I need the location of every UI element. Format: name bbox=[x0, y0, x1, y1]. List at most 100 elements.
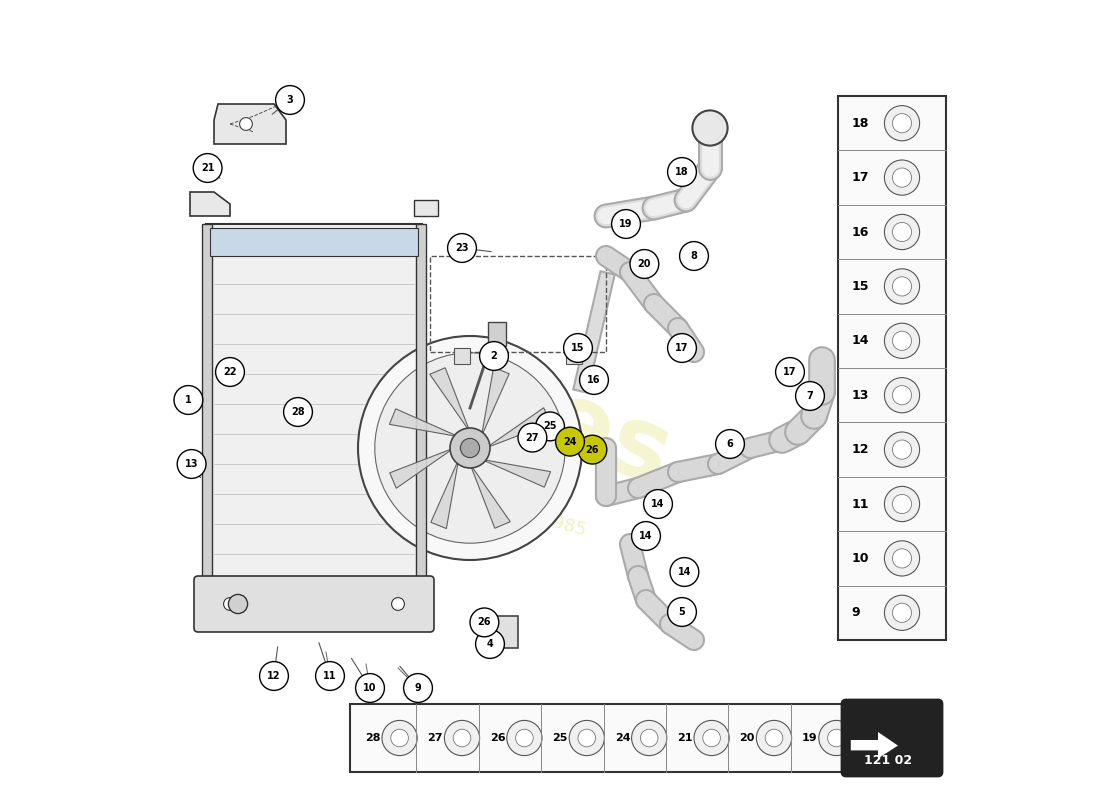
Circle shape bbox=[716, 430, 745, 458]
Circle shape bbox=[892, 494, 912, 514]
Text: 10: 10 bbox=[363, 683, 376, 693]
Text: 15: 15 bbox=[571, 343, 585, 353]
Circle shape bbox=[240, 118, 252, 130]
Text: 25: 25 bbox=[552, 733, 568, 743]
Circle shape bbox=[884, 214, 920, 250]
Circle shape bbox=[668, 598, 696, 626]
Bar bbox=[838, 96, 946, 640]
FancyBboxPatch shape bbox=[210, 228, 418, 256]
Text: 13: 13 bbox=[185, 459, 198, 469]
Circle shape bbox=[450, 428, 490, 468]
Circle shape bbox=[507, 720, 542, 755]
Polygon shape bbox=[214, 104, 286, 144]
Text: 22: 22 bbox=[223, 367, 236, 377]
Polygon shape bbox=[850, 732, 898, 758]
Text: a passion for parts since 1985: a passion for parts since 1985 bbox=[320, 452, 588, 540]
Circle shape bbox=[569, 720, 604, 755]
Text: 16: 16 bbox=[851, 226, 869, 238]
Bar bbox=[350, 704, 857, 772]
Circle shape bbox=[892, 277, 912, 296]
Polygon shape bbox=[190, 192, 230, 216]
Circle shape bbox=[390, 730, 408, 747]
Text: 11: 11 bbox=[851, 498, 869, 510]
Circle shape bbox=[630, 250, 659, 278]
Circle shape bbox=[884, 106, 920, 141]
Circle shape bbox=[694, 720, 729, 755]
FancyBboxPatch shape bbox=[417, 224, 426, 584]
Circle shape bbox=[392, 598, 405, 610]
Circle shape bbox=[884, 323, 920, 358]
Text: 19: 19 bbox=[802, 733, 817, 743]
Text: 14: 14 bbox=[851, 334, 869, 347]
Text: 25: 25 bbox=[543, 422, 557, 431]
Text: 11: 11 bbox=[323, 671, 337, 681]
Circle shape bbox=[316, 662, 344, 690]
Text: 2: 2 bbox=[491, 351, 497, 361]
Text: 1: 1 bbox=[185, 395, 191, 405]
Circle shape bbox=[827, 730, 845, 747]
Circle shape bbox=[884, 269, 920, 304]
Text: 14: 14 bbox=[678, 567, 691, 577]
Text: 26: 26 bbox=[490, 733, 506, 743]
Polygon shape bbox=[482, 367, 509, 437]
Circle shape bbox=[892, 168, 912, 187]
Text: 15: 15 bbox=[851, 280, 869, 293]
Circle shape bbox=[355, 674, 384, 702]
Circle shape bbox=[757, 720, 792, 755]
Text: 24: 24 bbox=[615, 733, 630, 743]
Text: 9: 9 bbox=[851, 606, 860, 619]
Text: 16: 16 bbox=[587, 375, 601, 385]
Text: 21: 21 bbox=[678, 733, 693, 743]
Circle shape bbox=[194, 154, 222, 182]
Text: 17: 17 bbox=[783, 367, 796, 377]
Circle shape bbox=[884, 378, 920, 413]
Circle shape bbox=[668, 158, 696, 186]
Text: 21: 21 bbox=[201, 163, 214, 173]
Circle shape bbox=[892, 440, 912, 459]
Circle shape bbox=[516, 730, 534, 747]
Circle shape bbox=[692, 110, 727, 146]
Polygon shape bbox=[414, 200, 438, 216]
Polygon shape bbox=[470, 464, 510, 528]
Text: 17: 17 bbox=[851, 171, 869, 184]
Polygon shape bbox=[431, 459, 459, 529]
Circle shape bbox=[260, 662, 288, 690]
Text: 10: 10 bbox=[851, 552, 869, 565]
Circle shape bbox=[884, 160, 920, 195]
Circle shape bbox=[892, 222, 912, 242]
Text: 26: 26 bbox=[477, 618, 491, 627]
Text: 13: 13 bbox=[851, 389, 869, 402]
Circle shape bbox=[470, 608, 498, 637]
Circle shape bbox=[892, 549, 912, 568]
Circle shape bbox=[563, 334, 593, 362]
Circle shape bbox=[518, 423, 547, 452]
Circle shape bbox=[404, 674, 432, 702]
Circle shape bbox=[766, 730, 783, 747]
Circle shape bbox=[223, 598, 236, 610]
Circle shape bbox=[444, 720, 480, 755]
Circle shape bbox=[612, 210, 640, 238]
Text: 28: 28 bbox=[365, 733, 381, 743]
Text: 28: 28 bbox=[292, 407, 305, 417]
Circle shape bbox=[892, 603, 912, 622]
Text: 17: 17 bbox=[675, 343, 689, 353]
Circle shape bbox=[884, 486, 920, 522]
FancyBboxPatch shape bbox=[202, 224, 211, 584]
Circle shape bbox=[276, 86, 305, 114]
Circle shape bbox=[631, 522, 660, 550]
Circle shape bbox=[892, 386, 912, 405]
Polygon shape bbox=[389, 409, 459, 437]
Text: europes: europes bbox=[223, 261, 685, 507]
Polygon shape bbox=[389, 448, 454, 488]
Circle shape bbox=[884, 541, 920, 576]
Circle shape bbox=[892, 114, 912, 133]
Circle shape bbox=[284, 398, 312, 426]
Circle shape bbox=[578, 730, 595, 747]
FancyBboxPatch shape bbox=[206, 224, 422, 584]
Circle shape bbox=[556, 427, 584, 456]
Text: 5: 5 bbox=[679, 607, 685, 617]
Text: 8: 8 bbox=[691, 251, 697, 261]
Circle shape bbox=[453, 730, 471, 747]
Text: 4: 4 bbox=[486, 639, 494, 649]
Circle shape bbox=[884, 595, 920, 630]
